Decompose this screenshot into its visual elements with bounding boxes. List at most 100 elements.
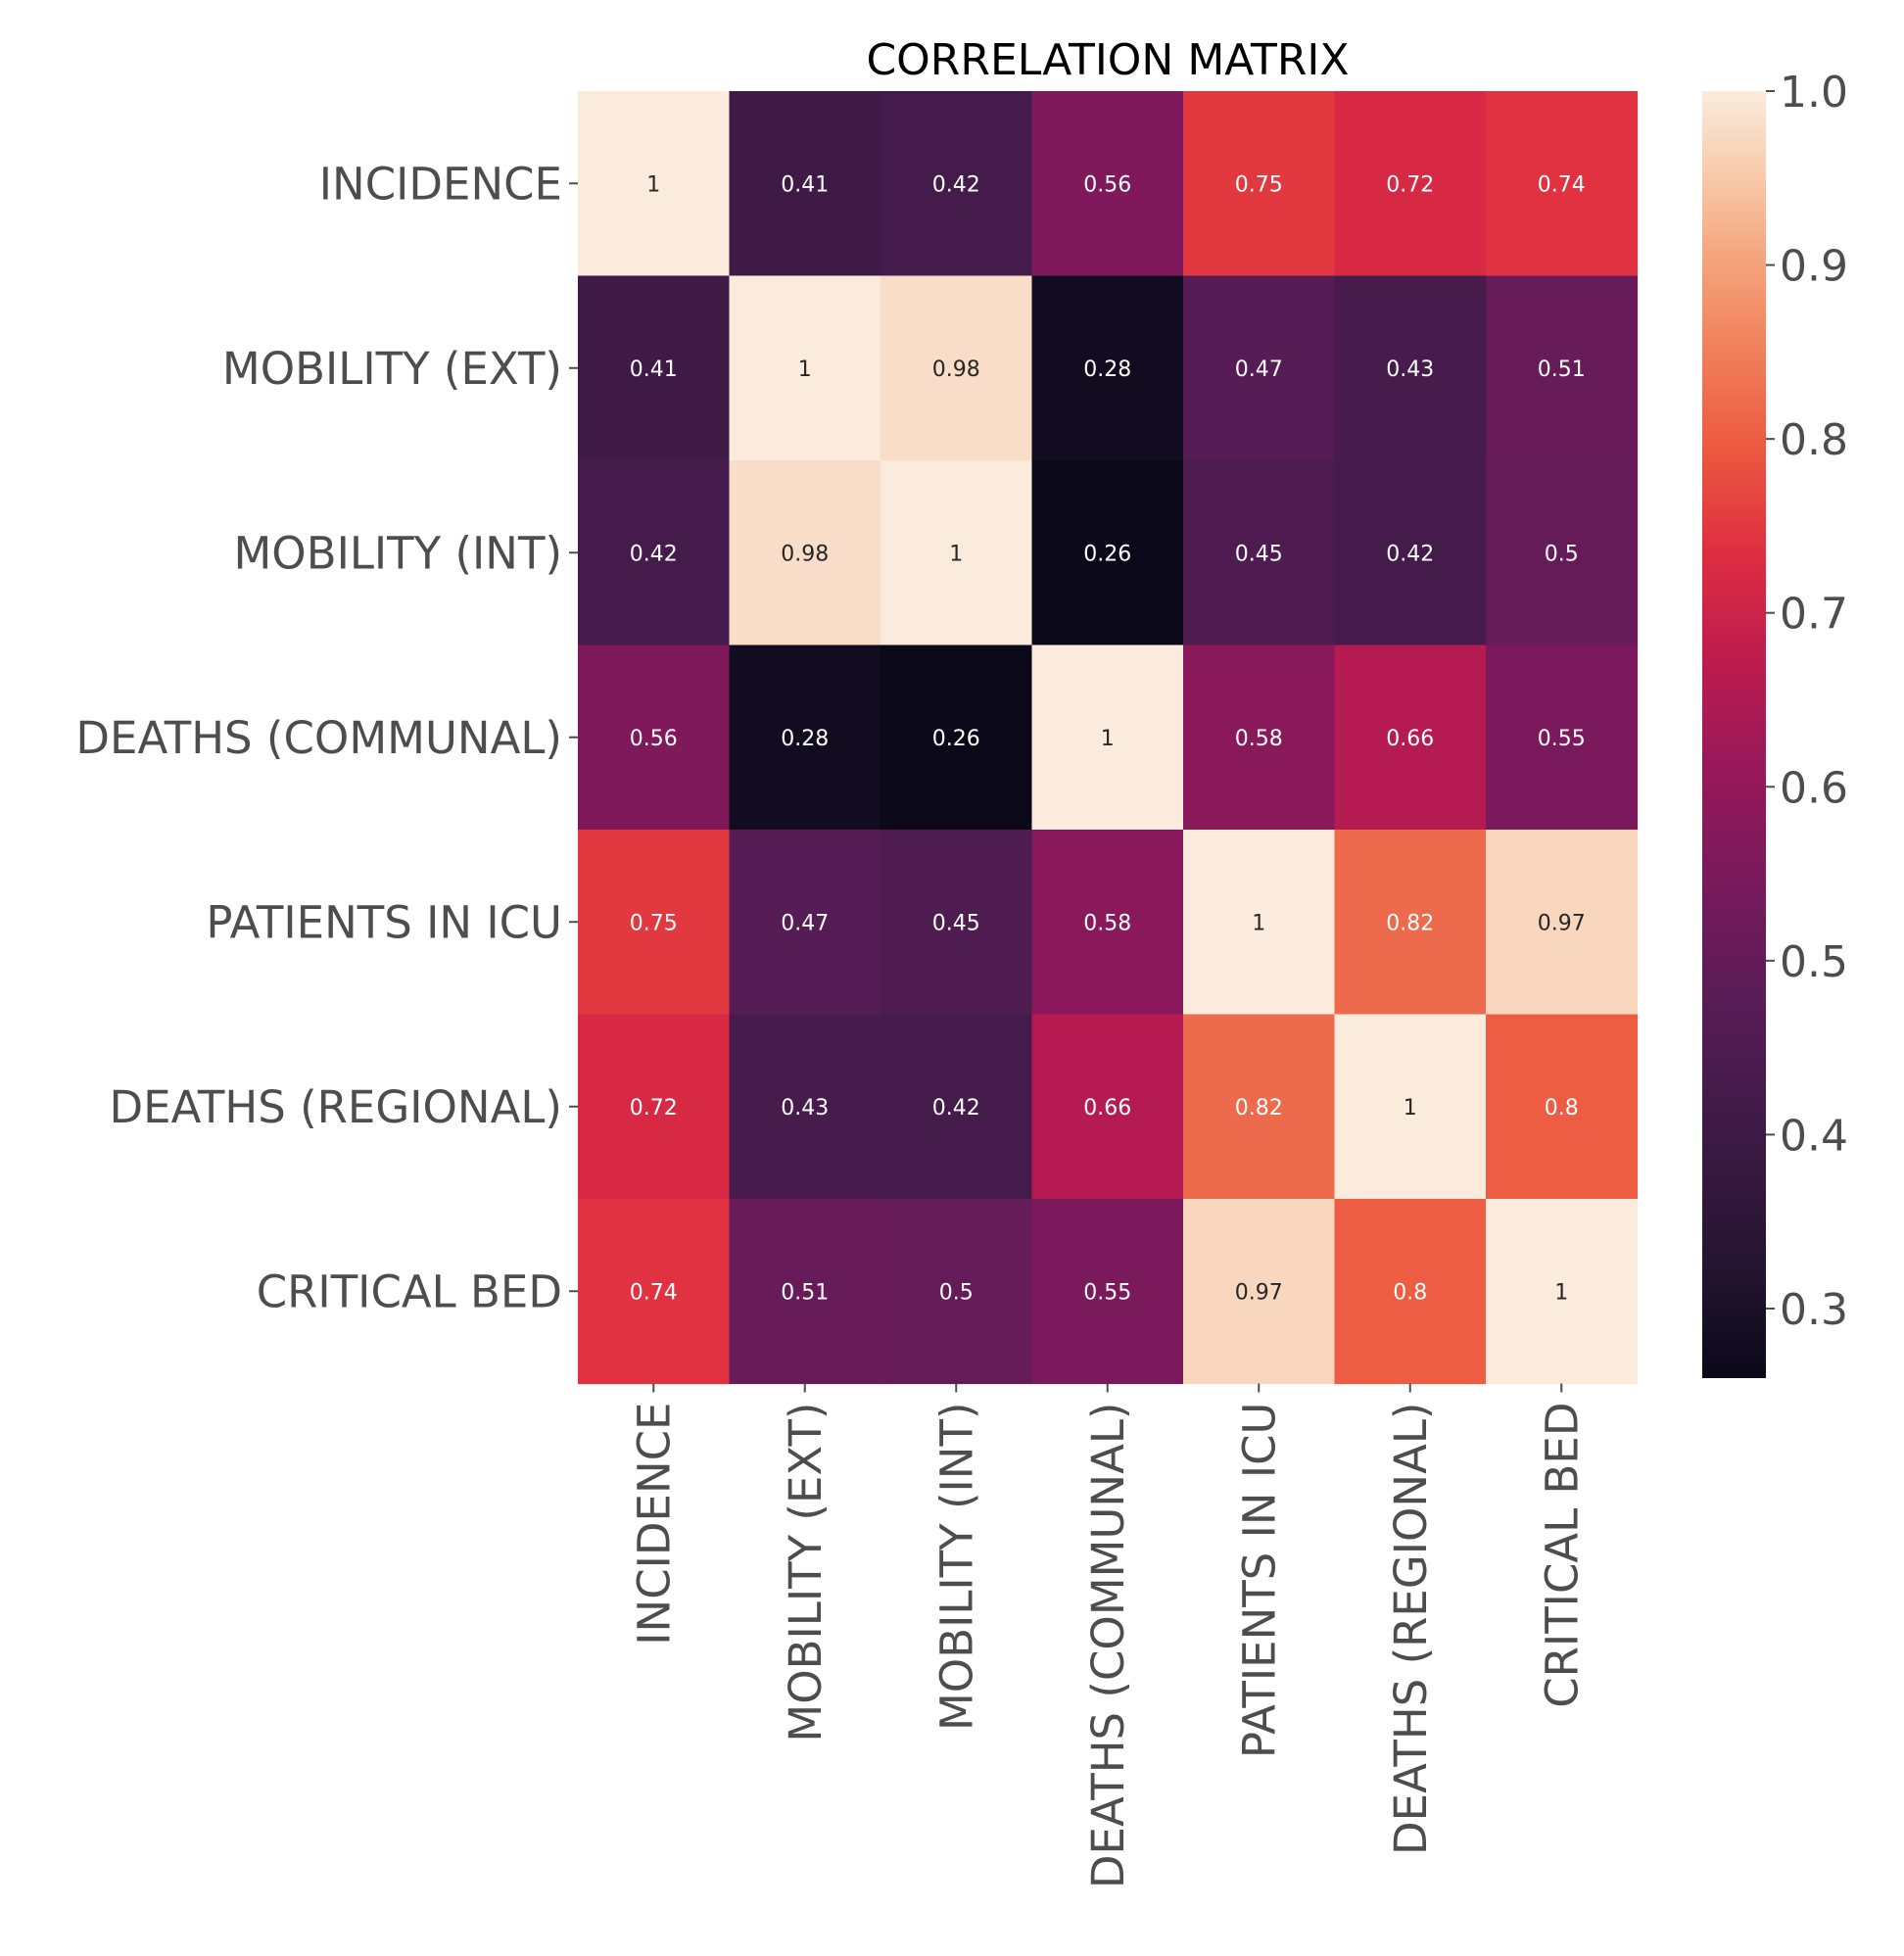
colorbar-tick-label: 0.3 <box>1780 1285 1848 1335</box>
cell-value-label: 0.98 <box>932 358 980 382</box>
cell-value-label: 0.8 <box>1545 1096 1579 1121</box>
cell-value-label: 0.56 <box>630 727 678 751</box>
heatmap-cell <box>881 1199 1033 1385</box>
heatmap-cell <box>1486 91 1639 277</box>
heatmap-cell <box>578 275 731 461</box>
cell-value-label: 0.5 <box>1545 542 1579 566</box>
cell-value-label: 0.51 <box>781 1280 829 1305</box>
heatmap-cell <box>1334 275 1487 461</box>
cell-value-label: 0.66 <box>1083 1096 1131 1121</box>
heatmap-cell <box>1486 644 1639 831</box>
colorbar-tick-label: 0.9 <box>1780 242 1848 292</box>
cell-value-label: 0.58 <box>1235 727 1283 751</box>
row-tick-labels: INCIDENCE MOBILITY (EXT) MOBILITY (INT) DEA… <box>75 158 578 1317</box>
heatmap-cell <box>1334 460 1487 646</box>
heatmap-cell <box>578 1014 731 1200</box>
heatmap-cell <box>729 275 881 461</box>
heatmap-cell <box>881 460 1033 646</box>
heatmap-cell <box>1486 1199 1639 1385</box>
cell-value-label: 0.55 <box>1083 1280 1131 1305</box>
heatmap-cell <box>1183 275 1336 461</box>
heatmap-cell <box>1334 91 1487 277</box>
row-tick-label: DEATHS (COMMUNAL) <box>75 712 562 764</box>
heatmap-cell <box>1183 460 1336 646</box>
heatmap-cell <box>729 830 881 1016</box>
colorbar-tick-label: 0.6 <box>1780 763 1848 813</box>
cell-value-label: 0.42 <box>630 542 678 566</box>
heatmap-cell <box>881 830 1033 1016</box>
cell-value-label: 0.72 <box>630 1096 678 1121</box>
cell-value-label: 0.55 <box>1538 727 1586 751</box>
heatmap-cell <box>881 644 1033 831</box>
cell-value-label: 0.41 <box>630 358 678 382</box>
heatmap-cell <box>1031 91 1184 277</box>
cell-value-label: 0.45 <box>932 911 980 935</box>
heatmap-cells: 1 0.41 0.42 0.56 0.75 0.72 0.74 0.41 1 0.98 0.28 0.… <box>578 91 1639 1385</box>
heatmap-cell <box>881 91 1033 277</box>
heatmap-cell <box>1031 275 1184 461</box>
column-tick-label: DEATHS (REGIONAL) <box>1385 1403 1437 1855</box>
heatmap-cell <box>1183 1014 1336 1200</box>
cell-value-label: 0.82 <box>1386 911 1434 935</box>
cell-value-label: 0.97 <box>1538 911 1586 935</box>
heatmap-cell <box>1334 1014 1487 1200</box>
cell-value-label: 1 <box>1101 727 1115 751</box>
cell-value-label: 0.28 <box>1083 358 1131 382</box>
heatmap-cell <box>1183 830 1336 1016</box>
heatmap-cell <box>1031 1199 1184 1385</box>
heatmap-cell <box>1334 644 1487 831</box>
column-tick-label: MOBILITY (EXT) <box>780 1403 832 1742</box>
heatmap-cell <box>729 1014 881 1200</box>
heatmap-cell <box>1031 644 1184 831</box>
column-tick-label: DEATHS (COMMUNAL) <box>1082 1403 1134 1889</box>
heatmap-cell <box>578 1199 731 1385</box>
row-tick-label: CRITICAL BED <box>257 1265 562 1317</box>
cell-value-label: 0.47 <box>1235 358 1283 382</box>
cell-value-label: 0.47 <box>781 911 829 935</box>
colorbar-tick-label: 0.7 <box>1780 590 1848 640</box>
heatmap-cell <box>1183 644 1336 831</box>
column-tick-labels: INCIDENCE MOBILITY (EXT) MOBILITY (INT) DEA… <box>628 1383 1588 1889</box>
cell-value-label: 0.58 <box>1083 911 1131 935</box>
cell-value-label: 0.28 <box>781 727 829 751</box>
cell-value-label: 1 <box>1404 1096 1417 1121</box>
cell-value-label: 0.82 <box>1235 1096 1283 1121</box>
heatmap-cell <box>1486 1014 1639 1200</box>
heatmap-cell <box>729 91 881 277</box>
heatmap-cell <box>1486 460 1639 646</box>
cell-value-label: 0.66 <box>1386 727 1434 751</box>
row-tick-label: MOBILITY (INT) <box>233 527 562 579</box>
colorbar-tick-label: 1.0 <box>1780 68 1848 118</box>
cell-value-label: 0.56 <box>1083 172 1131 197</box>
heatmap-cell <box>1031 830 1184 1016</box>
column-tick-label: INCIDENCE <box>628 1403 680 1646</box>
cell-value-label: 0.75 <box>1235 172 1283 197</box>
cell-value-label: 0.42 <box>932 172 980 197</box>
cell-value-label: 0.72 <box>1386 172 1434 197</box>
heatmap-cell <box>1334 830 1487 1016</box>
heatmap-cell <box>1486 275 1639 461</box>
cell-value-label: 0.26 <box>1083 542 1131 566</box>
colorbar: 0.3 0.4 0.5 0.6 0.7 0.8 0.9 1.0 <box>1702 68 1848 1378</box>
heatmap-cell <box>1031 460 1184 646</box>
heatmap-cell <box>578 91 731 277</box>
column-tick-label: PATIENTS IN ICU <box>1233 1403 1285 1759</box>
heatmap-cell <box>578 830 731 1016</box>
cell-value-label: 0.75 <box>630 911 678 935</box>
cell-value-label: 0.8 <box>1393 1280 1427 1305</box>
cell-value-label: 0.26 <box>932 727 980 751</box>
heatmap-cell <box>1183 1199 1336 1385</box>
cell-value-label: 1 <box>798 358 812 382</box>
heatmap-cell <box>881 275 1033 461</box>
cell-value-label: 1 <box>1554 1280 1568 1305</box>
row-tick-label: INCIDENCE <box>319 158 562 210</box>
heatmap-cell <box>1183 91 1336 277</box>
row-tick-label: MOBILITY (EXT) <box>222 343 562 395</box>
chart-title: CORRELATION MATRIX <box>866 35 1349 85</box>
colorbar-tick-label: 0.5 <box>1780 937 1848 987</box>
colorbar-tick-label: 0.4 <box>1780 1111 1848 1161</box>
cell-value-label: 0.74 <box>630 1280 678 1305</box>
cell-value-label: 0.51 <box>1538 358 1586 382</box>
heatmap-cell <box>1334 1199 1487 1385</box>
